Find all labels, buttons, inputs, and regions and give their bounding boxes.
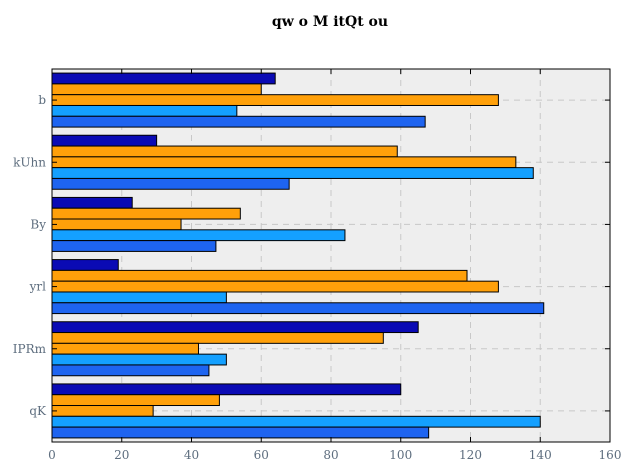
chart-title: qw o M itQt ou xyxy=(272,14,388,30)
y-axis-ticks: b kUhn By yrl IPRm qK xyxy=(13,93,610,418)
bar xyxy=(51,364,210,377)
bar xyxy=(51,83,262,96)
y-tick-label: b xyxy=(38,93,46,107)
bar xyxy=(51,394,220,407)
x-tick-label: 100 xyxy=(389,448,412,462)
bar xyxy=(51,72,276,85)
x-tick-label: 140 xyxy=(529,448,552,462)
y-tick-label: kUhn xyxy=(13,155,46,169)
bar xyxy=(51,156,517,169)
y-tick-label: IPRm xyxy=(13,342,47,356)
bar xyxy=(51,134,158,147)
x-tick-label: 0 xyxy=(48,448,56,462)
y-tick-label: yrl xyxy=(29,280,47,294)
bar xyxy=(51,415,541,428)
bar xyxy=(51,104,238,117)
x-tick-label: 40 xyxy=(184,448,199,462)
bar xyxy=(51,145,398,158)
y-tick-label: qK xyxy=(29,404,47,418)
bar xyxy=(51,353,227,366)
x-axis-ticks: 0 20 40 60 80 100 120 140 160 xyxy=(48,69,621,462)
bar xyxy=(51,342,199,355)
bar xyxy=(51,383,402,396)
bar xyxy=(51,240,217,252)
x-tick-label: 120 xyxy=(459,448,482,462)
bar xyxy=(51,291,227,304)
bar xyxy=(51,229,346,242)
bar xyxy=(51,177,290,190)
bar xyxy=(51,218,182,231)
y-tick-label: By xyxy=(30,217,46,231)
bar xyxy=(51,207,241,220)
bar xyxy=(51,426,430,439)
bar xyxy=(51,332,384,344)
bar xyxy=(51,405,154,417)
bar xyxy=(51,167,534,179)
x-tick-label: 160 xyxy=(599,448,622,462)
bar xyxy=(51,115,426,128)
bar xyxy=(51,259,119,271)
bars-group xyxy=(51,72,545,439)
bar xyxy=(51,302,545,315)
x-tick-label: 20 xyxy=(114,448,129,462)
x-tick-label: 60 xyxy=(254,448,269,462)
bar xyxy=(51,280,499,293)
bar xyxy=(51,321,419,334)
x-tick-label: 80 xyxy=(323,448,338,462)
bar xyxy=(51,196,133,209)
bar xyxy=(51,269,468,282)
bar xyxy=(51,94,499,106)
